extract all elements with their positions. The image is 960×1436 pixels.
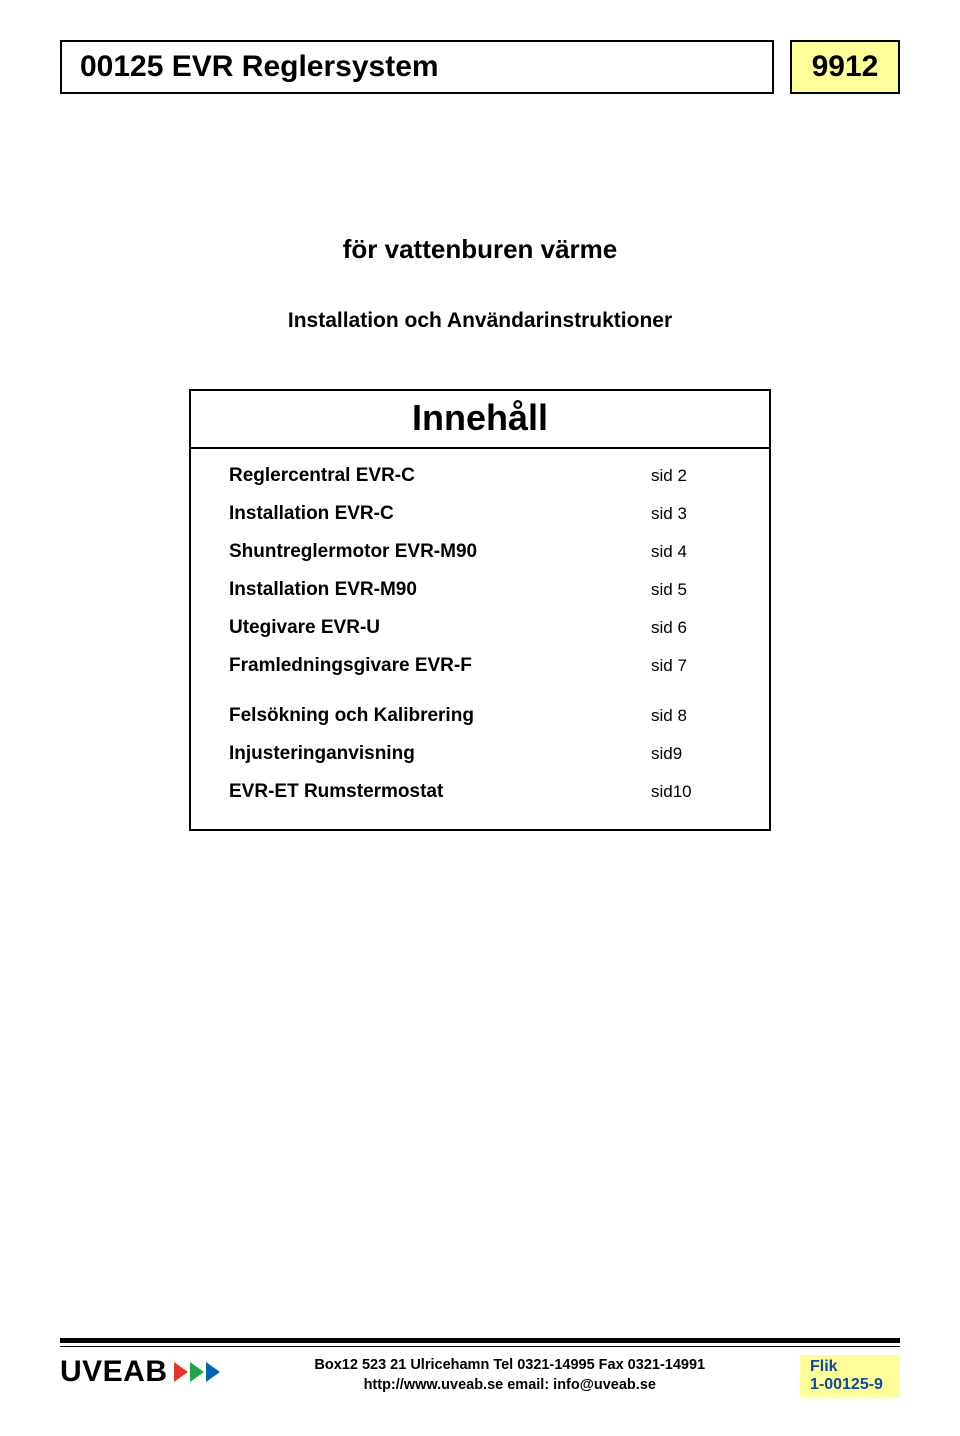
footer-divider	[60, 1338, 900, 1343]
toc-page: sid9	[651, 744, 731, 764]
toc-row: EVR-ET Rumstermostat sid10	[229, 781, 731, 803]
toc-page: sid 8	[651, 706, 731, 726]
footer: UVEAB Box12 523 21 Ulricehamn Tel 0321-1…	[0, 1338, 960, 1398]
toc-label: Utegivare EVR-U	[229, 617, 651, 639]
toc-heading: Innehåll	[412, 397, 548, 438]
toc-row: Framledningsgivare EVR-F sid 7	[229, 655, 731, 677]
document-code: 9912	[812, 50, 879, 84]
logo: UVEAB	[60, 1355, 220, 1389]
toc-body: Reglercentral EVR-C sid 2 Installation E…	[191, 449, 769, 829]
flik-label: Flik	[810, 1358, 890, 1376]
document-code-box: 9912	[790, 40, 900, 94]
flik-box: Flik 1-00125-9	[800, 1355, 900, 1398]
logo-triangles-icon	[174, 1362, 220, 1382]
toc-row: Installation EVR-C sid 3	[229, 503, 731, 525]
toc-header: Innehåll	[191, 391, 769, 449]
toc-page: sid 5	[651, 580, 731, 600]
toc-row: Injusteringanvisning sid9	[229, 743, 731, 765]
toc-label: Framledningsgivare EVR-F	[229, 655, 651, 677]
toc-page: sid 2	[651, 466, 731, 486]
toc-label: Installation EVR-C	[229, 503, 651, 525]
toc-label: Shuntreglermotor EVR-M90	[229, 541, 651, 563]
document-title-box: 00125 EVR Reglersystem	[60, 40, 774, 94]
subtitle: för vattenburen värme	[60, 234, 900, 265]
toc-label: EVR-ET Rumstermostat	[229, 781, 651, 803]
toc-page: sid 7	[651, 656, 731, 676]
toc-label: Felsökning och Kalibrering	[229, 705, 651, 727]
logo-text: UVEAB	[60, 1355, 168, 1389]
toc-label: Reglercentral EVR-C	[229, 465, 651, 487]
toc-page: sid 6	[651, 618, 731, 638]
toc-page: sid 4	[651, 542, 731, 562]
toc-row: Installation EVR-M90 sid 5	[229, 579, 731, 601]
toc-box: Innehåll Reglercentral EVR-C sid 2 Insta…	[189, 389, 771, 831]
toc-label: Installation EVR-M90	[229, 579, 651, 601]
header-row: 00125 EVR Reglersystem 9912	[60, 40, 900, 94]
toc-page: sid 3	[651, 504, 731, 524]
install-line: Installation och Användarinstruktioner	[60, 309, 900, 333]
toc-row: Shuntreglermotor EVR-M90 sid 4	[229, 541, 731, 563]
toc-row: Utegivare EVR-U sid 6	[229, 617, 731, 639]
contact-block: Box12 523 21 Ulricehamn Tel 0321-14995 F…	[220, 1355, 800, 1396]
toc-row: Reglercentral EVR-C sid 2	[229, 465, 731, 487]
contact-line-1: Box12 523 21 Ulricehamn Tel 0321-14995 F…	[220, 1355, 800, 1375]
document-title: 00125 EVR Reglersystem	[80, 50, 439, 83]
toc-row: Felsökning och Kalibrering sid 8	[229, 705, 731, 727]
toc-page: sid10	[651, 782, 731, 802]
flik-code: 1-00125-9	[810, 1376, 890, 1394]
contact-line-2: http://www.uveab.se email: info@uveab.se	[220, 1375, 800, 1395]
toc-label: Injusteringanvisning	[229, 743, 651, 765]
